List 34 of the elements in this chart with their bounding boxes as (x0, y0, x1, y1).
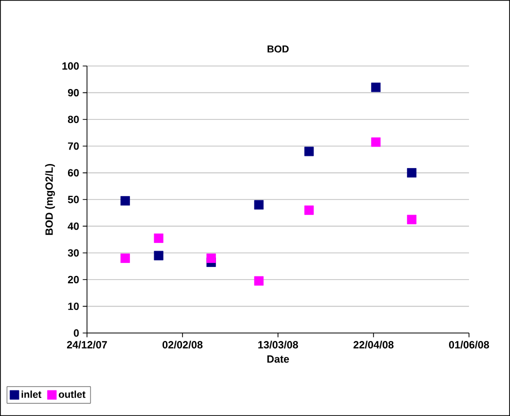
point (371, 82, 381, 92)
point (120, 254, 130, 263)
point (371, 137, 381, 147)
point (304, 205, 314, 215)
y-tick-label: 40 (68, 222, 79, 230)
y-tick-label: 60 (68, 169, 79, 177)
point (154, 234, 164, 243)
point (407, 168, 416, 178)
x-tick-label: 01/06/08 (449, 340, 490, 349)
x-axis-title: Date (267, 355, 289, 363)
point (154, 250, 164, 260)
point (254, 200, 264, 210)
point (304, 146, 314, 156)
x-tick-label: 22/04/08 (354, 340, 394, 349)
legend-label: outlet (58, 390, 86, 398)
y-tick-label: 50 (68, 196, 79, 204)
y-tick-label: 90 (68, 89, 79, 96)
point (120, 196, 130, 206)
y-tick-label: 0 (74, 329, 79, 337)
y-axis-title: BOD (mgO2/L) (45, 164, 55, 235)
point (254, 276, 264, 286)
y-tick-label: 30 (68, 249, 79, 257)
x-tick-label: 02/02/08 (162, 340, 203, 349)
chart-title: BOD (268, 45, 289, 52)
point (407, 214, 416, 224)
y-tick-label: 10 (68, 302, 79, 310)
y-tick-label: 80 (68, 116, 79, 124)
x-tick-label: 24/12/07 (67, 340, 107, 349)
y-tick-label: 20 (68, 276, 79, 284)
y-tick-label: 100 (62, 62, 79, 70)
legend-label: inlet (22, 390, 42, 398)
x-tick-label: 13/03/08 (258, 340, 298, 349)
point (206, 254, 216, 263)
y-tick-label: 70 (68, 142, 79, 150)
